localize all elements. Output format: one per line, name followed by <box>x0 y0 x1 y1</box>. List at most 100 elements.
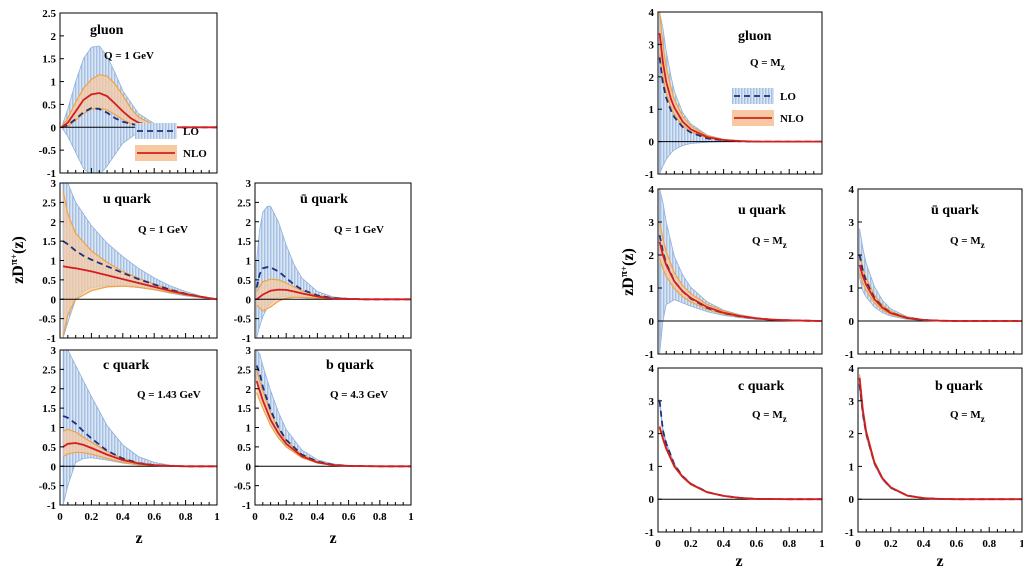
y-tick-label: 3 <box>849 217 855 229</box>
y-tick-label: 2.5 <box>237 197 251 209</box>
panel-scale-label: Q = Mz <box>750 57 785 72</box>
plot-area <box>60 183 217 338</box>
y-tick-label: 4 <box>849 184 855 196</box>
x-tick-label: 1 <box>214 511 220 523</box>
panel-l-gluon: -1 -0.5 0 0.5 1 1.5 2 2.5 gluon Q = 1 GeV LO NLO <box>39 8 218 180</box>
y-tick-label: 1 <box>51 256 57 268</box>
y-tick-label: 0 <box>649 494 655 506</box>
lo-line <box>255 266 411 301</box>
y-tick-label: -1 <box>47 333 56 345</box>
nlo-line <box>658 426 822 501</box>
y-tick-label: 1.5 <box>42 403 56 415</box>
y-tick-label: 2.5 <box>42 8 56 20</box>
y-tick-label: 0 <box>246 461 252 473</box>
y-tick-label: 0 <box>649 316 655 328</box>
y-tick-label: 1 <box>51 77 57 89</box>
panel-l-u: -1 -0.5 0 0.5 1 1.5 2 2.5 3 u quark Q = 1 GeV <box>39 178 218 345</box>
y-tick-label: 1 <box>649 104 655 116</box>
left-ylabel: zDπ+(z) <box>8 236 27 284</box>
nlo-band <box>63 429 217 467</box>
y-tick-label: 4 <box>649 363 655 375</box>
x-tick-label: 0 <box>57 511 63 523</box>
x-tick-label: 0 <box>855 538 861 550</box>
y-tick-label: 0.5 <box>237 442 251 454</box>
plot-area <box>60 350 217 505</box>
x-tick-label: 1 <box>819 538 825 550</box>
y-tick-label: -0.5 <box>39 481 57 493</box>
y-tick-label: 1 <box>849 283 855 295</box>
legend-nlo-label: NLO <box>183 148 207 160</box>
nlo-band <box>61 74 217 128</box>
right-xlabel-1: z <box>735 553 742 570</box>
y-tick-label: 3 <box>246 345 252 357</box>
y-tick-label: -1 <box>47 168 56 180</box>
panel-r-ubar: -1 0 1 2 3 4 ū quark Q = Mz <box>845 184 1023 361</box>
nlo-line <box>658 241 822 322</box>
nlo-band <box>659 425 822 500</box>
y-tick-label: 2 <box>246 384 252 396</box>
panel-title: ū quark <box>300 192 348 207</box>
legend: LO NLO <box>732 88 804 126</box>
x-tick-label: 0.6 <box>147 511 161 523</box>
y-tick-label: 1 <box>246 423 252 435</box>
nlo-band <box>659 222 822 321</box>
x-tick-label: 0.8 <box>982 538 996 550</box>
right-ylabel: zDπ+(z) <box>618 248 637 296</box>
y-tick-label: 0 <box>51 122 57 134</box>
legend-lo-label: LO <box>183 126 199 138</box>
panel-l-b: -1 -0.5 0 0.5 1 1.5 2 2.5 3 0 0.2 0.4 0.6 0.8 1 b quark… <box>234 345 414 523</box>
y-tick-label: -0.5 <box>39 145 57 157</box>
nlo-line <box>658 32 822 143</box>
panel-r-u: -1 0 1 2 3 4 u quark Q = Mz <box>645 184 823 361</box>
plot-area <box>255 350 411 468</box>
y-tick-label: 3 <box>649 217 655 229</box>
nlo-band-lower-edge <box>859 272 1022 322</box>
legend-lo-swatch <box>732 88 774 104</box>
x-tick-label: 0.2 <box>884 538 898 550</box>
y-tick-label: 3 <box>649 39 655 51</box>
y-tick-label: 0.5 <box>237 275 251 287</box>
nlo-line <box>858 264 1022 322</box>
panel-r-gluon: -1 0 1 2 3 4 gluon Q = Mz LO NLO <box>645 7 823 181</box>
y-tick-label: 2.5 <box>42 197 56 209</box>
x-tick-label: 0.4 <box>311 511 325 523</box>
panel-l-ubar: -1 -0.5 0 0.5 1 1.5 2 2.5 3 ū quark Q = 1 GeV <box>234 178 412 345</box>
legend: LO NLO <box>135 123 207 161</box>
x-tick-label: 0.2 <box>279 511 293 523</box>
y-tick-label: -1 <box>242 333 251 345</box>
x-tick-label: 0.6 <box>750 538 764 550</box>
y-tick-label: -0.5 <box>234 481 252 493</box>
y-tick-label: 2 <box>649 72 655 84</box>
y-tick-label: 1 <box>649 283 655 295</box>
nlo-line <box>61 92 217 129</box>
y-tick-label: 2 <box>51 217 57 229</box>
lo-line <box>62 415 217 468</box>
y-tick-label: 2.5 <box>237 364 251 376</box>
y-tick-label: 1.5 <box>237 236 251 248</box>
x-tick-label: 0.2 <box>684 538 698 550</box>
nlo-band <box>63 190 217 337</box>
panel-title: gluon <box>738 29 772 44</box>
nlo-line <box>62 265 217 301</box>
y-tick-label: -0.5 <box>234 314 252 326</box>
nlo-line <box>256 288 411 301</box>
lo-line <box>658 400 822 501</box>
panel-scale-label: Q = Mz <box>950 409 985 424</box>
plot-area <box>60 45 217 173</box>
x-tick-label: 0.8 <box>373 511 387 523</box>
y-tick-label: 0 <box>849 316 855 328</box>
x-tick-label: 0 <box>252 511 258 523</box>
y-tick-label: 2 <box>649 250 655 262</box>
y-tick-label: 1 <box>849 461 855 473</box>
legend-lo-swatch <box>135 123 177 139</box>
panel-title: b quark <box>326 358 374 373</box>
panel-scale-label: Q = 4.3 GeV <box>330 389 388 401</box>
x-tick-label: 0.8 <box>782 538 796 550</box>
legend-lo-label: LO <box>780 91 796 103</box>
y-tick-label: 3 <box>51 345 57 357</box>
y-tick-label: 0 <box>246 294 252 306</box>
y-tick-label: -1 <box>645 169 654 181</box>
x-tick-label: 0.6 <box>950 538 964 550</box>
